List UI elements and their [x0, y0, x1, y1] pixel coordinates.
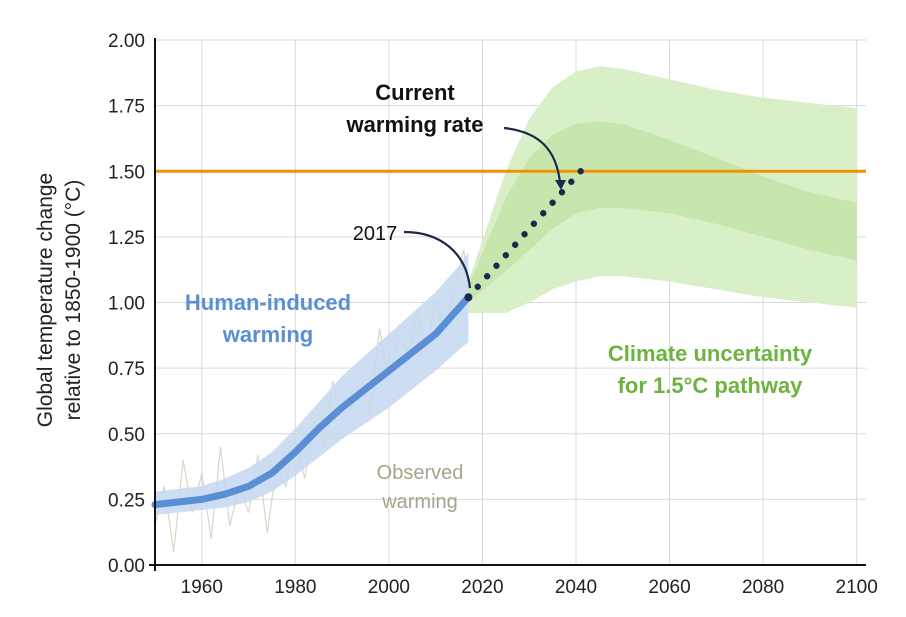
warming-rate-point	[558, 189, 566, 196]
human-induced-uncertainty-band	[155, 252, 469, 516]
annotation-uncertainty-line-1: Climate uncertainty	[608, 341, 813, 366]
y-tick-label: 1.00	[108, 294, 145, 315]
warming-rate-point	[568, 178, 575, 185]
y-tick-label: 0.00	[108, 556, 145, 577]
warming-rate-point	[577, 168, 584, 175]
axes	[149, 38, 866, 571]
human-induced-series	[151, 252, 472, 516]
annotation-current-line-1: Current	[375, 80, 455, 105]
x-tick-label: 1980	[274, 577, 316, 598]
warming-rate-point	[511, 241, 519, 248]
annotation-2017: 2017	[353, 223, 398, 245]
y-tick-label: 0.50	[108, 425, 145, 446]
warming-rate-point	[493, 262, 500, 269]
y-axis-label-line-2: relative to 1850-1900 (°C)	[62, 180, 85, 421]
warming-rate-point	[549, 199, 556, 206]
warming-rate-point	[474, 283, 481, 290]
warming-rate-point	[521, 231, 528, 238]
arrow-2017	[403, 230, 472, 289]
annotation-human-line-1: Human-induced	[185, 290, 351, 315]
human-induced-warming-line	[151, 293, 472, 509]
x-tick-label: 2040	[555, 577, 597, 598]
pathway-uncertainty-bands	[468, 66, 857, 313]
annotation-observed-line-2: warming	[381, 491, 458, 513]
warming-rate-point	[540, 210, 547, 217]
x-tick-label: 2000	[368, 577, 410, 598]
warming-rate-point	[502, 252, 510, 259]
warming-rate-point	[483, 273, 491, 280]
warming-rate-point	[464, 293, 473, 302]
y-tick-label: 1.50	[108, 162, 145, 183]
warming-rate-point	[530, 220, 538, 227]
inner-uncertainty-band	[468, 121, 857, 303]
arrowhead-current-rate	[555, 180, 566, 190]
x-tick-label: 2100	[836, 577, 878, 598]
y-tick-label: 2.00	[108, 31, 145, 52]
y-tick-label: 0.75	[108, 359, 145, 380]
y-tick-label: 0.25	[108, 490, 145, 511]
annotation-uncertainty-line-2: for 1.5°C pathway	[618, 373, 804, 398]
x-tick-label: 1960	[181, 577, 223, 598]
y-tick-label: 1.75	[108, 97, 145, 118]
y-axis-label-line-1: Global temperature change	[34, 173, 57, 428]
y-tick-label: 1.25	[108, 228, 145, 249]
annotation-human-line-2: warming	[222, 322, 313, 347]
x-tick-label: 2080	[742, 577, 784, 598]
arrow-current-rate	[503, 126, 562, 183]
x-tick-label: 2060	[648, 577, 690, 598]
current-warming-rate-dots	[464, 168, 584, 302]
tick-labels: 1960 1980 2000 2020 2040 2060 2080 2100 0.00 0.25…	[108, 31, 878, 598]
x-tick-label: 2020	[461, 577, 503, 598]
annotation-observed-line-1: Observed	[377, 462, 464, 484]
annotation-current-line-2: warming rate	[346, 112, 484, 137]
